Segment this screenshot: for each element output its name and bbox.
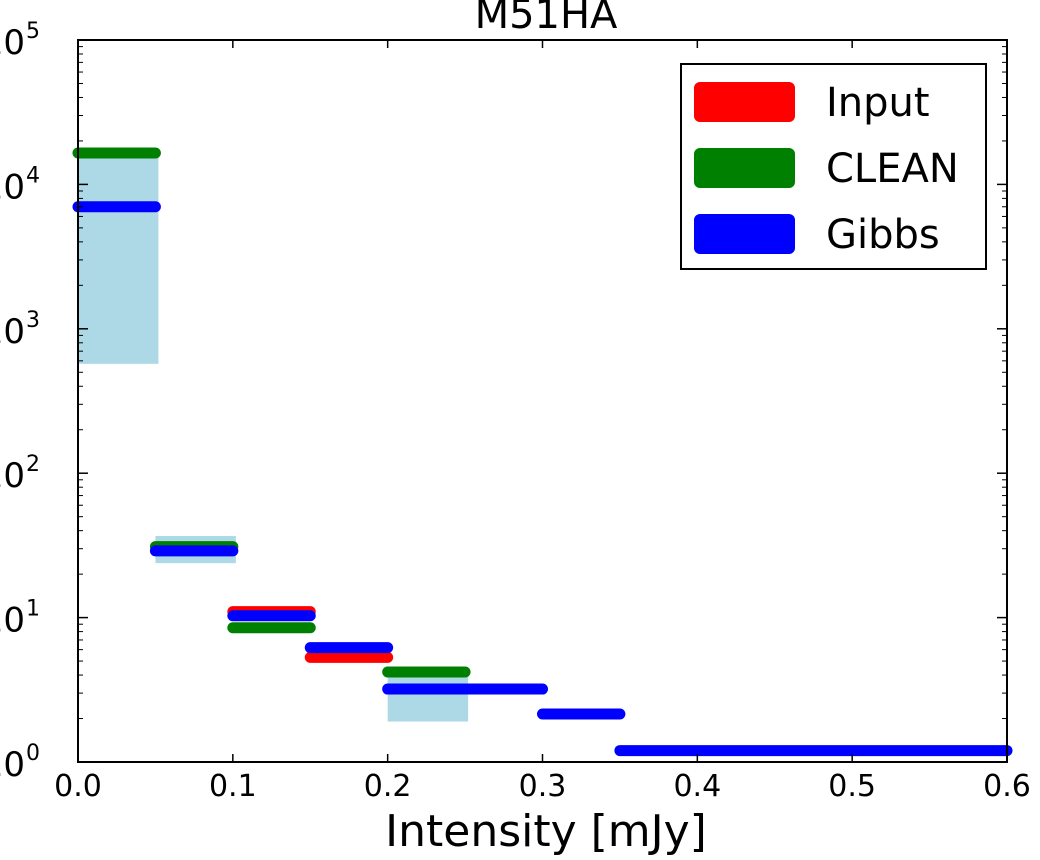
y-tick-label-5: 105 xyxy=(0,19,40,63)
x-axis: 0.0 0.1 0.2 0.3 0.4 0.5 0.6 xyxy=(54,40,1031,804)
x-tick-label-4: 0.4 xyxy=(673,769,721,804)
x-tick-label-3: 0.3 xyxy=(519,769,567,804)
legend-label-clean: CLEAN xyxy=(826,146,959,192)
y-tick-label-0: 100 xyxy=(0,741,40,785)
x-tick-label-5: 0.5 xyxy=(828,769,876,804)
x-tick-label-2: 0.2 xyxy=(364,769,412,804)
x-tick-label-0: 0.0 xyxy=(54,769,102,804)
x-tick-label-6: 0.6 xyxy=(983,769,1031,804)
y-tick-label-3: 103 xyxy=(0,308,40,352)
legend: Input CLEAN Gibbs xyxy=(680,63,987,270)
y-tick-label-1: 101 xyxy=(0,597,40,641)
legend-swatch-gibbs xyxy=(694,214,795,254)
x-axis-label: Intensity [mJy] xyxy=(385,806,707,857)
legend-label-gibbs: Gibbs xyxy=(826,212,940,258)
chart-title: M51HA xyxy=(475,0,618,38)
uncertainty-band-2 xyxy=(387,669,469,722)
legend-label-input: Input xyxy=(826,80,930,126)
uncertainty-band-0 xyxy=(78,151,159,364)
y-tick-label-4: 104 xyxy=(0,163,40,207)
uncertainty-bands xyxy=(78,151,469,722)
x-tick-label-1: 0.1 xyxy=(209,769,257,804)
legend-swatch-clean xyxy=(694,148,795,188)
legend-swatch-input xyxy=(694,82,795,122)
y-tick-label-2: 102 xyxy=(0,452,40,496)
series-layer xyxy=(72,147,1013,757)
